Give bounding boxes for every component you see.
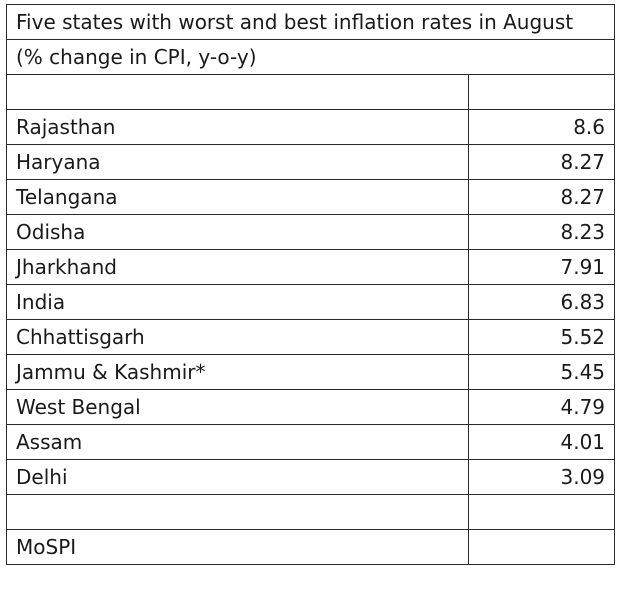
table-row: Telangana 8.27 bbox=[6, 179, 616, 215]
source-cell: MoSPI bbox=[6, 529, 469, 565]
inflation-value-cell: 6.83 bbox=[467, 284, 616, 320]
table-row: Rajasthan 8.6 bbox=[6, 109, 616, 145]
state-name-cell: Chhattisgarh bbox=[6, 319, 469, 355]
table-row: Chhattisgarh 5.52 bbox=[6, 319, 616, 355]
table-row: Delhi 3.09 bbox=[6, 459, 616, 495]
table-row: Assam 4.01 bbox=[6, 424, 616, 460]
table-row: Haryana 8.27 bbox=[6, 144, 616, 180]
state-name-cell: India bbox=[6, 284, 469, 320]
inflation-value-cell: 8.27 bbox=[467, 144, 616, 180]
blank-cell bbox=[467, 494, 616, 530]
inflation-value-cell: 7.91 bbox=[467, 249, 616, 285]
table-row: Jharkhand 7.91 bbox=[6, 249, 616, 285]
table-row: Jammu & Kashmir* 5.45 bbox=[6, 354, 616, 390]
blank-row bbox=[6, 74, 616, 110]
state-name-cell: Telangana bbox=[6, 179, 469, 215]
blank-cell bbox=[467, 74, 616, 110]
inflation-value-cell: 4.79 bbox=[467, 389, 616, 425]
state-name-cell: Jharkhand bbox=[6, 249, 469, 285]
state-name-cell: Rajasthan bbox=[6, 109, 469, 145]
blank-row bbox=[6, 494, 616, 530]
inflation-value-cell: 5.45 bbox=[467, 354, 616, 390]
table-row: Odisha 8.23 bbox=[6, 214, 616, 250]
inflation-value-cell: 8.23 bbox=[467, 214, 616, 250]
table-title: Five states with worst and best inflatio… bbox=[5, 4, 616, 40]
state-name-cell: Odisha bbox=[6, 214, 469, 250]
source-row: MoSPI bbox=[6, 529, 616, 565]
inflation-value-cell: 3.09 bbox=[467, 459, 616, 495]
inflation-value-cell: 4.01 bbox=[467, 424, 616, 460]
state-name-cell: Delhi bbox=[6, 459, 469, 495]
state-name-cell: Haryana bbox=[6, 144, 469, 180]
title-row: Five states with worst and best inflatio… bbox=[5, 4, 616, 40]
state-name-cell: Assam bbox=[6, 424, 469, 460]
inflation-value-cell: 8.6 bbox=[467, 109, 616, 145]
table-subtitle: (% change in CPI, y-o-y) bbox=[5, 39, 616, 75]
inflation-value-cell: 5.52 bbox=[467, 319, 616, 355]
state-name-cell: West Bengal bbox=[6, 389, 469, 425]
inflation-value-cell: 8.27 bbox=[467, 179, 616, 215]
subtitle-row: (% change in CPI, y-o-y) bbox=[5, 39, 616, 75]
blank-cell bbox=[6, 74, 469, 110]
table-row: West Bengal 4.79 bbox=[6, 389, 616, 425]
table-row: India 6.83 bbox=[6, 284, 616, 320]
blank-cell bbox=[467, 529, 616, 565]
blank-cell bbox=[6, 494, 469, 530]
inflation-table: Five states with worst and best inflatio… bbox=[5, 4, 616, 565]
state-name-cell: Jammu & Kashmir* bbox=[6, 354, 469, 390]
